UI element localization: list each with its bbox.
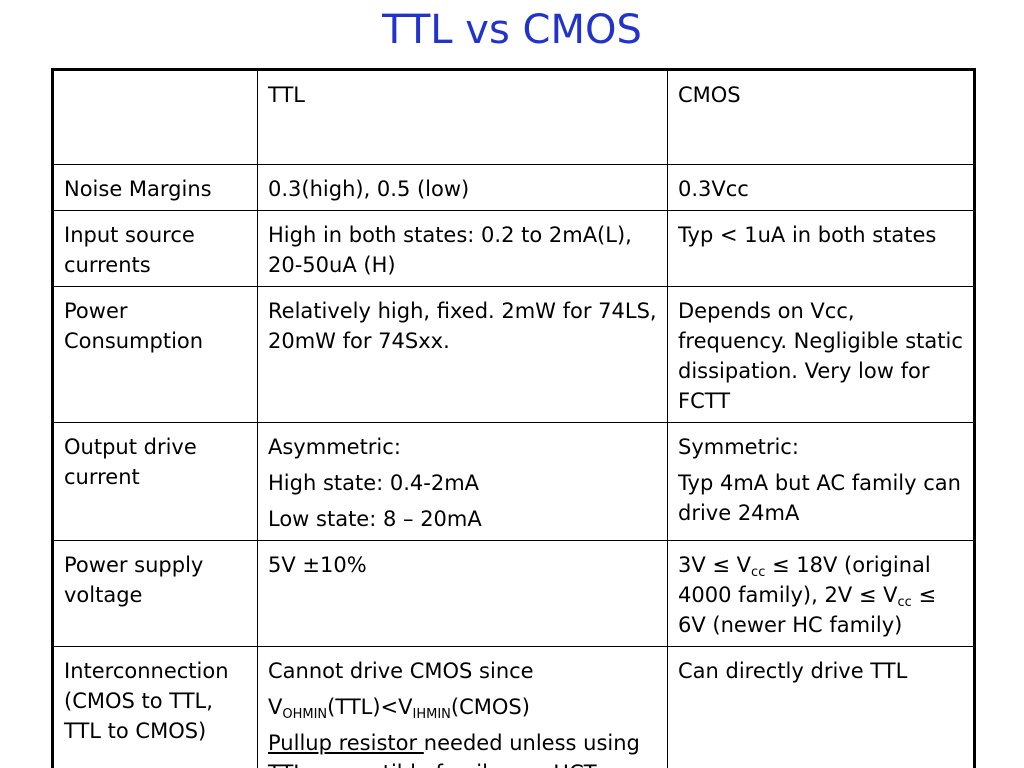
table-row: Interconnection (CMOS to TTL, TTL to CMO…	[52, 646, 975, 768]
ttl-output-line: Low state: 8 – 20mA	[268, 507, 482, 531]
cmos-cell: 0.3Vcc	[667, 164, 975, 211]
cmos-cell: Depends on Vcc, frequency. Negligible st…	[667, 286, 975, 423]
ttl-cell: High in both states: 0.2 to 2mA(L), 20-5…	[257, 210, 668, 287]
ttl-output-line: Asymmetric:	[268, 435, 401, 459]
table-header-row: TTL CMOS	[52, 69, 975, 165]
pullup-resistor-text: Pullup resistor	[268, 731, 424, 755]
ttl-cell: 5V ±10%	[257, 540, 668, 647]
cmos-cell: Can directly drive TTL	[667, 646, 975, 768]
header-cell-empty	[52, 69, 258, 165]
table-row: Output drive current Asymmetric: High st…	[52, 422, 975, 541]
row-label: Power Consumption	[52, 286, 258, 423]
ttl-cell: 0.3(high), 0.5 (low)	[257, 164, 668, 211]
header-cell-cmos: CMOS	[667, 69, 975, 165]
comparison-table: TTL CMOS Noise Margins 0.3(high), 0.5 (l…	[51, 68, 976, 768]
interconnect-line: Cannot drive CMOS since	[268, 659, 534, 683]
header-cell-ttl: TTL	[257, 69, 668, 165]
v-text: (TTL)<V	[327, 695, 413, 719]
cmos-cell: Symmetric: Typ 4mA but AC family can dri…	[667, 422, 975, 541]
interconnect-line: VOHMIN(TTL)<VIHMIN(CMOS)	[268, 692, 659, 722]
vcc-subscript: cc	[751, 565, 766, 580]
ttl-cell: Cannot drive CMOS since VOHMIN(TTL)<VIHMI…	[257, 646, 668, 768]
table-row: Power Consumption Relatively high, fixed…	[52, 286, 975, 423]
table-row: Input source currents High in both state…	[52, 210, 975, 287]
ttl-output-line: High state: 0.4-2mA	[268, 471, 480, 495]
ttl-cell: Relatively high, fixed. 2mW for 74LS, 20…	[257, 286, 668, 423]
table-row: Noise Margins 0.3(high), 0.5 (low) 0.3Vc…	[52, 164, 975, 211]
vcc-text: ≤ 18V (original 4000 family), 2V ≤ V	[678, 553, 931, 607]
row-label: Input source currents	[52, 210, 258, 287]
cmos-cell: Typ < 1uA in both states	[667, 210, 975, 287]
table-row: Power supply voltage 5V ±10% 3V ≤ Vcc ≤ …	[52, 540, 975, 647]
row-label: Noise Margins	[52, 164, 258, 211]
vcc-subscript: cc	[897, 595, 912, 610]
v-subscript: IHMIN	[412, 707, 451, 722]
cmos-output-line: Symmetric:	[678, 435, 799, 459]
row-label: Power supply voltage	[52, 540, 258, 647]
v-text: (CMOS)	[450, 695, 530, 719]
vcc-text: 3V ≤ V	[678, 553, 752, 577]
interconnect-rest: needed unless using TTL compatible famil…	[268, 731, 640, 768]
vcc-text: ≤ 6V (newer HC family)	[678, 583, 937, 637]
v-subscript: OHMIN	[282, 707, 328, 722]
v-symbol: V	[268, 695, 283, 719]
interconnect-line: Pullup resistor needed unless using TTL …	[268, 728, 659, 768]
cmos-cell: 3V ≤ Vcc ≤ 18V (original 4000 family), 2…	[667, 540, 975, 647]
row-label: Output drive current	[52, 422, 258, 541]
slide-title: TTL vs CMOS	[382, 7, 642, 53]
cmos-output-line: Typ 4mA but AC family can drive 24mA	[678, 471, 961, 525]
row-label: Interconnection (CMOS to TTL, TTL to CMO…	[52, 646, 258, 768]
ttl-cell: Asymmetric: High state: 0.4-2mA Low stat…	[257, 422, 668, 541]
